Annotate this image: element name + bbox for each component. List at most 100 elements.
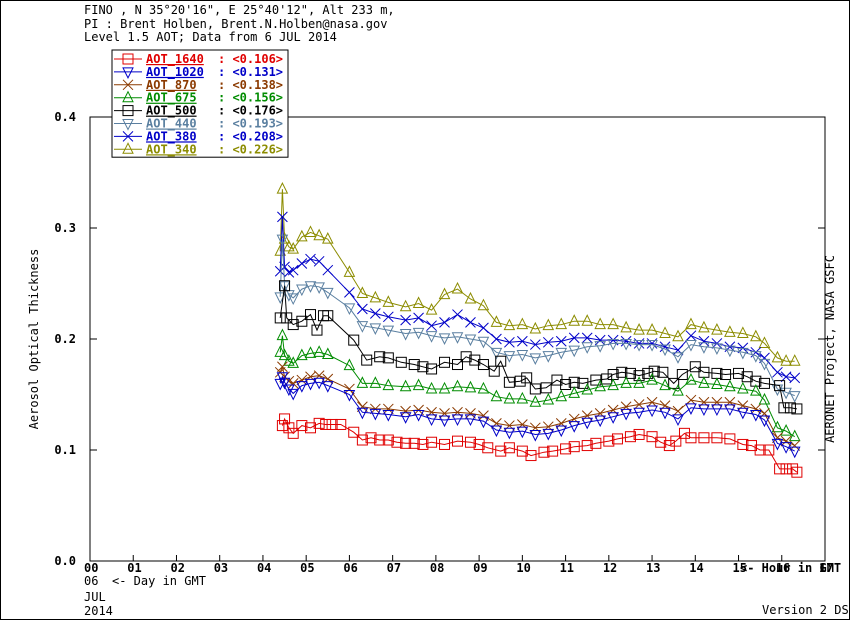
day-axis-label: <- Day in GMT — [112, 574, 206, 588]
data-point-aot_675 — [516, 391, 529, 404]
data-point-aot_1640 — [603, 435, 615, 447]
series-line-aot_675 — [279, 335, 795, 438]
data-point-aot_675 — [646, 372, 658, 385]
data-point-aot_1640 — [791, 466, 803, 478]
data-point-aot_870 — [382, 403, 394, 415]
x-tick-label: 02 — [170, 561, 184, 575]
data-point-aot_440 — [464, 334, 477, 347]
data-point-aot_440 — [529, 353, 542, 365]
data-point-aot_675 — [399, 379, 412, 392]
data-point-aot_500 — [361, 354, 373, 366]
legend-mean: : <0.138> — [218, 78, 283, 92]
data-point-aot_1020 — [490, 425, 503, 438]
data-point-aot_440 — [304, 281, 317, 293]
data-point-aot_440 — [780, 387, 792, 400]
y-tick-label: 0.3 — [54, 221, 76, 235]
data-point-aot_675 — [771, 420, 784, 433]
data-point-aot_340 — [287, 241, 300, 254]
data-point-aot_1020 — [594, 415, 606, 428]
data-point-aot_1020 — [788, 446, 801, 459]
data-point-aot_675 — [438, 381, 451, 394]
data-point-aot_1640 — [287, 427, 299, 439]
data-point-aot_1640 — [611, 433, 623, 445]
data-point-aot_380 — [382, 311, 394, 323]
data-point-aot_1020 — [425, 414, 438, 427]
legend-mean: : <0.106> — [218, 52, 283, 66]
data-point-aot_1020 — [369, 408, 382, 421]
legend-label: AOT_1020 — [146, 65, 204, 80]
data-point-aot_1640 — [633, 428, 645, 440]
data-point-aot_870 — [478, 410, 489, 421]
data-point-aot_1020 — [399, 412, 412, 424]
data-point-aot_1640 — [417, 438, 429, 450]
data-point-aot_1640 — [711, 432, 723, 444]
data-point-aot_870 — [400, 405, 411, 417]
data-point-aot_380 — [780, 371, 792, 383]
data-point-aot_440 — [278, 281, 291, 293]
x-tick-label: 11 — [560, 561, 574, 575]
data-point-aot_380 — [698, 335, 710, 347]
data-point-aot_340 — [477, 298, 490, 311]
legend-box — [111, 49, 289, 158]
data-point-aot_500 — [281, 312, 293, 324]
data-point-aot_1020 — [659, 407, 671, 420]
data-point-aot_340 — [711, 323, 723, 335]
data-point-aot_1640 — [279, 413, 291, 425]
data-point-aot_440 — [412, 327, 425, 340]
data-point-aot_1020 — [771, 438, 784, 451]
data-point-aot_1020 — [304, 378, 317, 391]
data-point-aot_440 — [516, 350, 529, 362]
data-point-aot_1640 — [296, 420, 308, 432]
data-point-aot_1640 — [670, 435, 682, 447]
data-point-aot_440 — [438, 333, 451, 346]
y-tick-label: 0.1 — [54, 443, 76, 457]
data-point-aot_440 — [369, 323, 382, 336]
x-tick-label: 13 — [646, 561, 660, 575]
legend-mean: : <0.208> — [218, 129, 283, 143]
data-point-aot_500 — [395, 356, 407, 368]
data-point-aot_1640 — [624, 431, 636, 443]
data-point-aot_675 — [581, 382, 594, 395]
data-point-aot_440 — [313, 282, 325, 294]
data-point-aot_340 — [490, 315, 503, 327]
data-point-aot_675 — [425, 381, 438, 394]
data-point-aot_1020 — [750, 409, 762, 422]
x-tick-label: 05 — [300, 561, 314, 575]
data-point-aot_1020 — [464, 414, 477, 427]
data-point-aot_675 — [451, 379, 464, 392]
data-point-aot_1640 — [283, 422, 295, 434]
data-point-aot_870 — [452, 406, 463, 418]
version-label: Version 2 DS — [762, 603, 849, 617]
data-point-aot_675 — [555, 389, 568, 402]
data-point-aot_1640 — [581, 440, 593, 452]
data-point-aot_500 — [624, 367, 636, 379]
data-point-aot_340 — [581, 314, 594, 326]
data-point-aot_1640 — [305, 422, 316, 434]
data-point-aot_500 — [642, 367, 654, 379]
data-point-aot_500 — [322, 310, 334, 322]
data-point-aot_500 — [689, 361, 701, 373]
data-point-aot_1640 — [754, 444, 766, 456]
data-point-aot_500 — [540, 382, 552, 394]
x-tick-label: 10 — [516, 561, 530, 575]
data-point-aot_675 — [750, 384, 762, 396]
data-point-aot_1020 — [581, 417, 594, 430]
data-point-aot_380 — [491, 333, 502, 345]
data-point-aot_1020 — [296, 381, 308, 393]
data-point-aot_1020 — [607, 412, 619, 424]
data-point-aot_870 — [581, 410, 593, 421]
data-point-aot_440 — [633, 340, 645, 352]
data-point-aot_500 — [668, 377, 680, 389]
data-point-aot_380 — [568, 332, 580, 344]
data-point-aot_675 — [607, 378, 619, 391]
data-point-aot_675 — [287, 356, 300, 368]
data-point-aot_675 — [698, 376, 710, 388]
data-point-aot_440 — [503, 351, 516, 363]
legend-mean: : <0.176> — [218, 104, 283, 118]
data-point-aot_340 — [685, 317, 697, 330]
data-point-aot_380 — [344, 287, 355, 298]
data-point-aot_1020 — [529, 429, 542, 442]
data-point-aot_500 — [577, 377, 589, 389]
data-point-aot_500 — [296, 315, 308, 327]
data-point-aot_1640 — [473, 438, 485, 450]
